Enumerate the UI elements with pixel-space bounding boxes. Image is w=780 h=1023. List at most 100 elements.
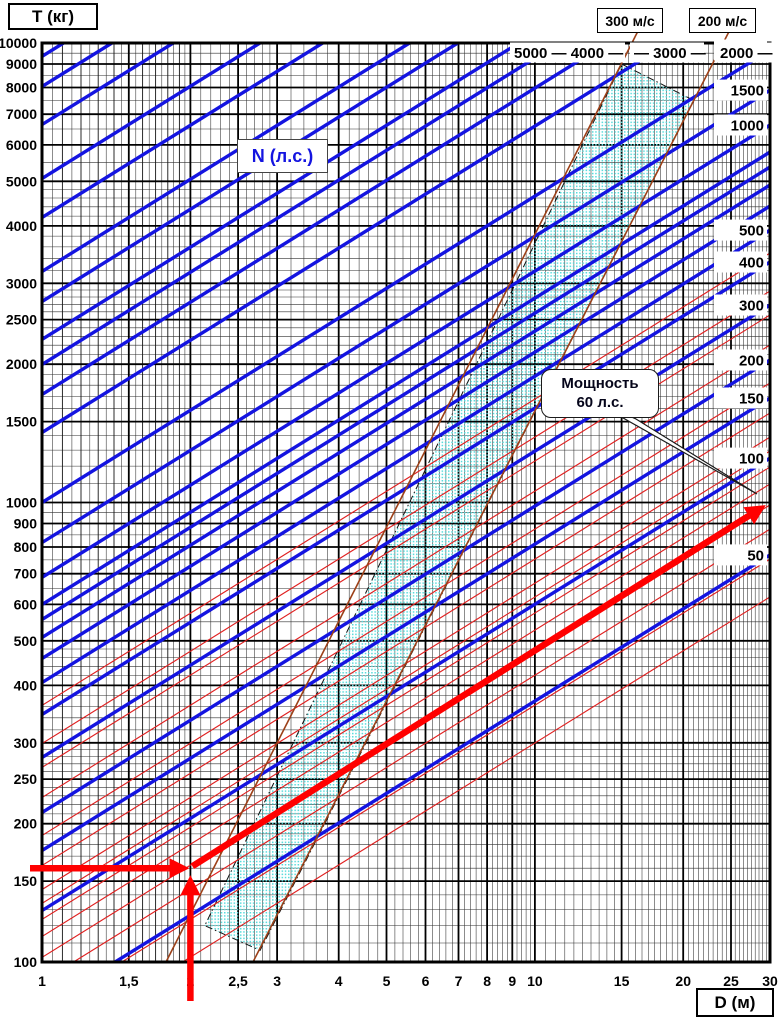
x-tick-label: 25 bbox=[723, 973, 739, 989]
blue-power-line-6000 bbox=[42, 43, 523, 341]
y-tick-label: 600 bbox=[14, 596, 38, 612]
blue-power-line-1000 bbox=[42, 123, 770, 579]
y-tick-label: 300 bbox=[14, 735, 38, 751]
red-power-line-40 bbox=[120, 558, 770, 962]
red-power-line-90 bbox=[42, 450, 770, 904]
working-region bbox=[204, 63, 695, 952]
blue-power-line-30000 bbox=[42, 43, 177, 127]
line-label-bg bbox=[714, 387, 767, 409]
y-tick-label: 1000 bbox=[6, 495, 37, 511]
y-tick-label: 2000 bbox=[6, 356, 37, 372]
blue-line-label: 500 bbox=[739, 223, 764, 240]
y-tick-label: 5000 bbox=[6, 173, 37, 189]
red-power-line-30 bbox=[181, 596, 770, 962]
x-tick-label: 20 bbox=[675, 973, 691, 989]
red-power-line-150 bbox=[42, 382, 770, 836]
x-tick-label: 7 bbox=[455, 973, 463, 989]
y-tick-label: 9000 bbox=[6, 56, 37, 72]
y-tick-label: 250 bbox=[14, 771, 38, 787]
top-line-label: — 3000 — bbox=[634, 45, 706, 62]
power-callout-line1: Мощность bbox=[561, 374, 639, 392]
power-family-label-box: N (л.с.) bbox=[237, 139, 328, 173]
y-tick-label: 200 bbox=[14, 816, 38, 832]
top-line-label-bg bbox=[716, 42, 773, 63]
blue-line-label: 200 bbox=[739, 353, 764, 370]
red-power-line-300 bbox=[42, 290, 770, 744]
blue-line-label: 150 bbox=[739, 391, 764, 408]
top-line-label: 5000 — 4000 — bbox=[514, 45, 623, 62]
y-tick-label: 7000 bbox=[6, 106, 37, 122]
y-tick-label: 3000 bbox=[6, 275, 37, 291]
blue-line-label: 1500 bbox=[731, 83, 764, 100]
blue-power-line-15000 bbox=[42, 43, 326, 219]
power-callout-line2: 60 л.с. bbox=[576, 393, 624, 411]
blue-power-line-700 bbox=[42, 183, 770, 639]
top-line-label: 2000 — bbox=[720, 45, 773, 62]
line-label-bg bbox=[714, 219, 767, 241]
tip-speed-300-label-box: 300 м/с bbox=[597, 8, 663, 33]
example-trace bbox=[30, 505, 766, 1001]
blue-power-line-2000 bbox=[42, 48, 770, 504]
blue-power-line-1500 bbox=[42, 88, 770, 545]
x-tick-label: 10 bbox=[527, 973, 543, 989]
blue-power-line-600 bbox=[42, 204, 770, 660]
blue-power-line-100 bbox=[42, 456, 770, 913]
blue-power-line-8000 bbox=[42, 43, 462, 303]
x-axis-title-box: D (м) bbox=[696, 988, 774, 1017]
y-tick-labels: 10000 9000 8000 7000 6000 5000 4000 3000 2500 200… bbox=[0, 35, 37, 970]
blue-line-label: 1000 bbox=[731, 118, 764, 135]
y-tick-label: 400 bbox=[14, 677, 38, 693]
y-tick-label: 900 bbox=[14, 516, 38, 532]
x-tick-label: 2,5 bbox=[228, 973, 248, 989]
red-power-line-80 bbox=[42, 466, 770, 920]
y-tick-label: 500 bbox=[14, 633, 38, 649]
x-tick-label: 8 bbox=[483, 973, 491, 989]
trace-diagonal-arrow bbox=[190, 505, 766, 869]
x-tick-label: 3 bbox=[273, 973, 281, 989]
grid-major-lines bbox=[42, 43, 770, 962]
blue-power-line-50 bbox=[111, 553, 770, 962]
y-tick-label: 100 bbox=[14, 954, 38, 970]
y-tick-label: 150 bbox=[14, 873, 38, 889]
y-tick-label: 1500 bbox=[6, 414, 37, 430]
blue-line-value-labels: 501001502003004005001000150020005000 — 4… bbox=[510, 39, 773, 566]
red-power-line-400 bbox=[42, 252, 770, 706]
line-label-bg bbox=[714, 251, 767, 273]
blue-line-label: 300 bbox=[739, 298, 764, 315]
red-power-line-120 bbox=[42, 412, 770, 866]
line-label-bg bbox=[714, 447, 767, 469]
blue-line-label: 100 bbox=[739, 451, 764, 468]
blue-power-line-150 bbox=[42, 396, 770, 852]
power-callout: Мощность 60 л.с. bbox=[541, 369, 659, 418]
blue-line-label: 400 bbox=[739, 255, 764, 272]
blue-power-line-500 bbox=[42, 228, 770, 685]
x-tick-label: 9 bbox=[508, 973, 516, 989]
grid-layer bbox=[42, 43, 770, 962]
blue-power-line-20000 bbox=[42, 43, 264, 180]
x-tick-label: 30 bbox=[762, 973, 778, 989]
red-power-line-200 bbox=[42, 344, 770, 798]
top-line-label-bg bbox=[630, 42, 704, 63]
blue-power-line-4000 bbox=[42, 43, 611, 396]
blue-power-line-10000 bbox=[42, 43, 413, 273]
x-tick-label: 4 bbox=[335, 973, 343, 989]
line-label-bg bbox=[714, 79, 767, 101]
y-tick-label: 4000 bbox=[6, 218, 37, 234]
blue-power-line-800 bbox=[42, 165, 770, 621]
y-tick-label: 800 bbox=[14, 539, 38, 555]
y-tick-label: 8000 bbox=[6, 80, 37, 96]
blue-power-line-200 bbox=[42, 358, 770, 814]
red-power-line-50 bbox=[72, 528, 770, 962]
line-label-bg bbox=[714, 349, 767, 371]
x-tick-label: 5 bbox=[383, 973, 391, 989]
plot-border bbox=[40, 41, 772, 964]
line-label-bg bbox=[714, 294, 767, 316]
x-tick-label: 6 bbox=[422, 973, 430, 989]
red-power-line-70 bbox=[42, 483, 770, 937]
y-axis-title-box: T (кг) bbox=[8, 3, 98, 30]
y-tick-label: 700 bbox=[14, 566, 38, 582]
blue-power-line-900 bbox=[42, 150, 770, 606]
